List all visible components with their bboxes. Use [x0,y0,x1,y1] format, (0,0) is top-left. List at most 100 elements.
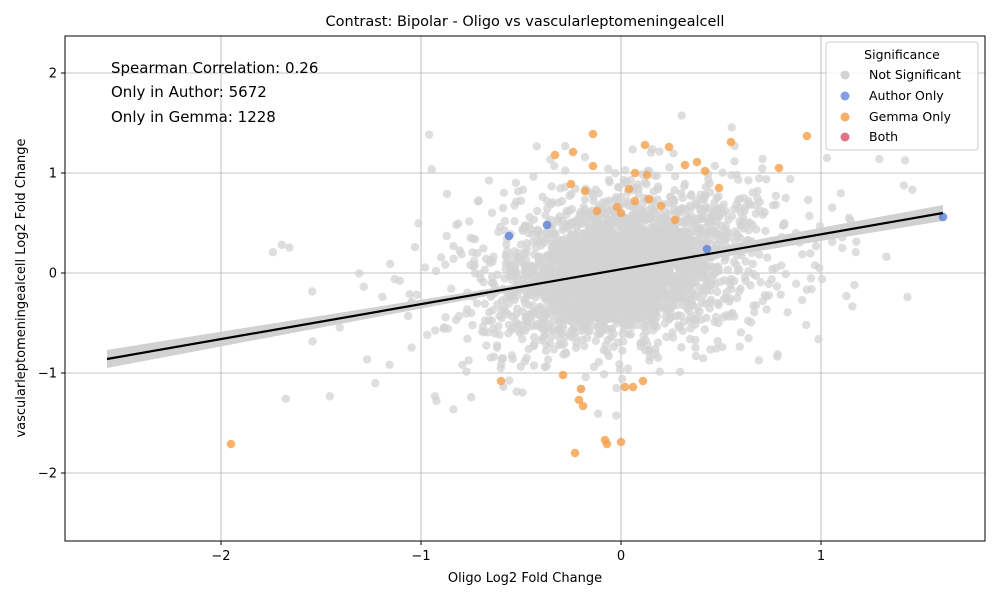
point-not-significant [828,237,837,247]
point-not-significant [449,405,458,414]
point-not-significant [599,369,609,379]
point-not-significant [540,362,550,372]
point-not-significant [656,287,666,297]
point-not-significant [730,204,739,214]
point-not-significant [655,367,664,376]
point-not-significant [710,161,719,171]
regression-line-layer [106,211,944,361]
point-not-significant [690,315,699,324]
point-not-significant [791,228,801,238]
point-not-significant [620,166,630,175]
point-not-significant [424,130,434,139]
point-not-significant [836,189,845,198]
point-not-significant [484,316,494,326]
point-not-significant [637,338,647,347]
point-not-significant [638,199,647,209]
points-layer [193,111,948,458]
y-axis-ticks: −2 −1 0 1 2 [38,67,65,482]
point-not-significant [713,262,723,271]
point-gemma-only [616,437,626,447]
point-not-significant [665,306,674,316]
point-not-significant [669,224,678,233]
annotation-only-gemma: Only in Gemma: 1228 [111,108,276,126]
point-not-significant [308,287,317,296]
point-not-significant [488,257,497,266]
point-not-significant [285,243,294,252]
point-not-significant [509,259,518,269]
point-not-significant [633,320,643,330]
point-not-significant [695,307,704,316]
point-not-significant [650,316,660,325]
y-tick-label: −1 [38,367,57,382]
point-not-significant [561,166,570,175]
point-not-significant [582,305,591,314]
point-not-significant [503,246,512,256]
point-not-significant [687,298,697,308]
point-not-significant [441,260,450,269]
x-tick-label: 1 [817,549,825,564]
point-not-significant [674,311,683,320]
point-not-significant [576,286,585,295]
point-not-significant [427,164,436,174]
point-gemma-only [640,140,650,150]
point-not-significant [308,337,317,346]
point-not-significant [572,338,581,347]
point-not-significant [710,198,719,208]
y-axis-label: vascularleptomeningealcell Log2 Fold Cha… [14,138,29,437]
point-not-significant [783,308,792,317]
point-not-significant [534,310,543,320]
point-not-significant [520,221,530,230]
point-not-significant [544,264,553,274]
point-not-significant [623,364,633,373]
point-not-significant [561,348,570,357]
point-not-significant [684,291,694,300]
point-not-significant [698,269,707,279]
point-not-significant [644,294,653,304]
legend-marker-not-significant [840,70,850,80]
point-not-significant [522,244,532,253]
point-not-significant [657,279,666,288]
point-not-significant [572,227,582,237]
point-not-significant [612,383,621,393]
point-not-significant [403,311,413,321]
point-not-significant [680,265,689,275]
point-not-significant [540,314,549,323]
legend-marker-author-only [840,91,850,101]
point-not-significant [908,185,917,194]
point-not-significant [654,301,663,310]
point-not-significant [619,337,628,346]
point-gemma-only [616,208,626,218]
point-not-significant [505,376,514,385]
point-not-significant [900,156,910,165]
point-not-significant [593,409,603,418]
point-not-significant [607,324,617,334]
point-not-significant [751,271,761,280]
point-not-significant [738,212,748,222]
point-not-significant [617,248,627,258]
point-not-significant [455,246,464,255]
point-not-significant [797,250,807,259]
point-not-significant [727,123,736,132]
legend-marker-both [840,132,850,142]
point-not-significant [580,195,590,204]
point-not-significant [802,320,811,330]
point-gemma-only [802,131,812,141]
point-not-significant [510,217,519,226]
point-gemma-only [578,401,588,411]
point-not-significant [669,149,678,158]
legend-box [825,41,979,151]
point-gemma-only [630,196,640,206]
point-not-significant [587,262,597,272]
point-not-significant [420,263,430,272]
point-not-significant [439,324,448,333]
point-not-significant [882,252,891,261]
point-not-significant [591,307,600,317]
point-not-significant [746,200,755,209]
point-not-significant [551,263,561,272]
point-not-significant [691,335,700,345]
point-not-significant [468,320,477,330]
point-not-significant [549,230,558,239]
point-not-significant [335,323,344,332]
point-not-significant [564,250,573,259]
point-not-significant [593,239,602,249]
